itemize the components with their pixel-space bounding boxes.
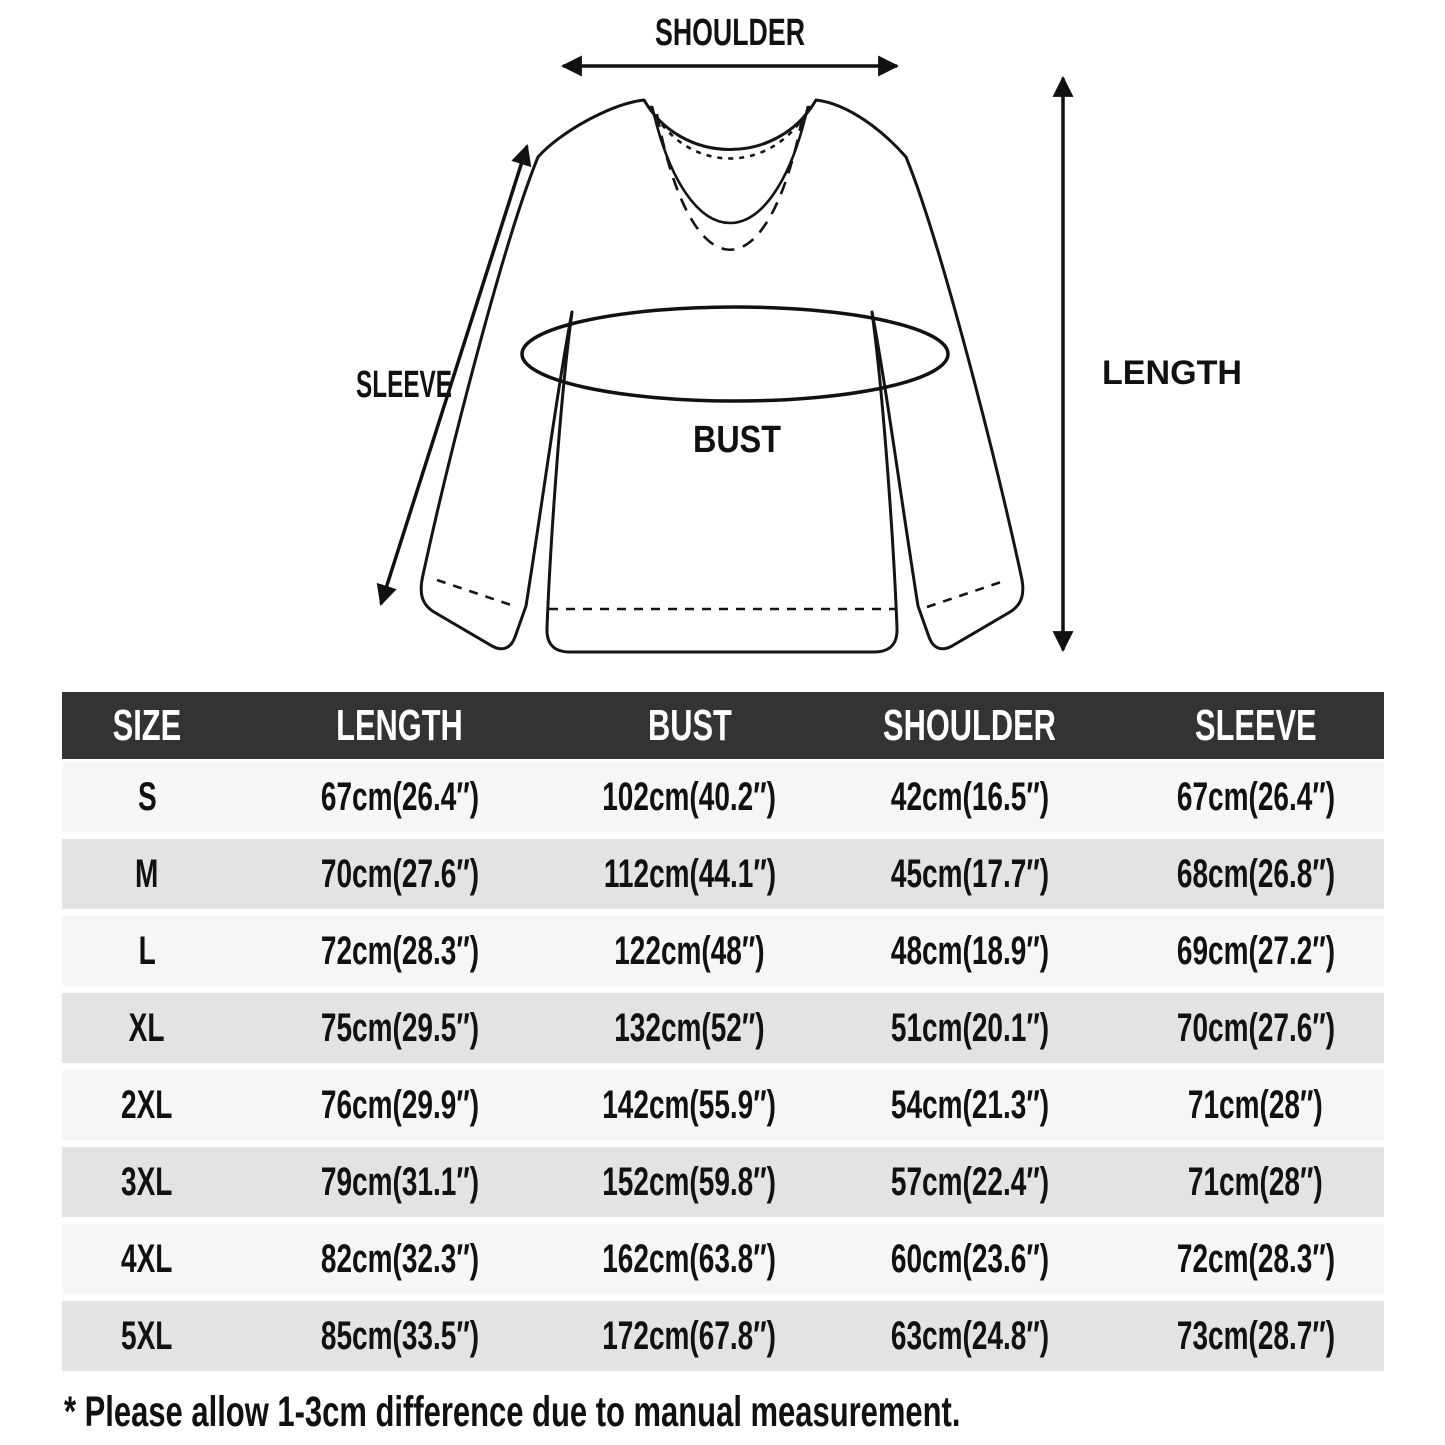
table-cell: 70cm(27.6″) [1176,1005,1335,1050]
table-cell: 60cm(23.6″) [890,1236,1049,1281]
table-cell: 112cm(44.1″) [603,851,776,896]
table-cell: 172cm(67.8″) [602,1313,777,1358]
table-cell: 67cm(26.4″) [320,774,479,819]
length-label: LENGTH [1102,354,1242,392]
table-cell: 57cm(22.4″) [890,1159,1049,1204]
table-row-m: M 70cm(27.6″) 112cm(44.1″) 45cm(17.7″) 6… [62,839,1384,916]
table-cell: 45cm(17.7″) [890,851,1049,896]
table-cell: 54cm(21.3″) [890,1082,1049,1127]
table-cell: 142cm(55.9″) [602,1082,777,1127]
table-row-4xl: 4XL 82cm(32.3″) 162cm(63.8″) 60cm(23.6″)… [62,1224,1384,1301]
table-cell: 51cm(20.1″) [890,1005,1049,1050]
table-cell: 42cm(16.5″) [890,774,1049,819]
table-cell: 122cm(48″) [614,928,765,973]
table-row-xl: XL 75cm(29.5″) 132cm(52″) 51cm(20.1″) 70… [62,993,1384,1070]
table-cell: 79cm(31.1″) [320,1159,479,1204]
table-cell: 63cm(24.8″) [890,1313,1049,1358]
table-row-s: S 67cm(26.4″) 102cm(40.2″) 42cm(16.5″) 6… [62,762,1384,839]
column-header-size: SIZE [112,700,182,750]
table-cell: 152cm(59.8″) [602,1159,777,1204]
size-cell: L [138,928,156,973]
column-header-shoulder: SHOULDER [883,700,1056,750]
table-cell: 71cm(28″) [1188,1159,1323,1204]
table-cell: 70cm(27.6″) [320,851,479,896]
table-row-l: L 72cm(28.3″) 122cm(48″) 48cm(18.9″) 69c… [62,916,1384,993]
table-cell: 48cm(18.9″) [890,928,1049,973]
shoulder-label: SHOULDER [655,12,805,54]
sleeve-label: SLEEVE [356,364,452,406]
garment-measurement-diagram: SHOULDER SLEEVE BUST LENGTH [356,12,1242,654]
column-header-bust: BUST [647,700,732,750]
table-cell: 72cm(28.3″) [320,928,479,973]
neckline-seam-dashed [655,113,805,252]
measurement-note: * Please allow 1-3cm difference due to m… [64,1388,961,1436]
size-cell: 4XL [121,1236,173,1281]
table-cell: 82cm(32.3″) [320,1236,479,1281]
size-cell: S [137,774,157,819]
table-header-row: SIZE LENGTH BUST SHOULDER SLEEVE [62,692,1384,762]
bust-label: BUST [693,419,781,461]
table-cell: 67cm(26.4″) [1176,774,1335,819]
table-cell: 76cm(29.9″) [320,1082,479,1127]
column-header-length: LENGTH [336,700,463,750]
table-cell: 85cm(33.5″) [320,1313,479,1358]
size-cell: 2XL [121,1082,173,1127]
size-cell: 3XL [121,1159,173,1204]
size-cell: XL [129,1005,165,1050]
garment-outline [419,98,1025,654]
table-cell: 102cm(40.2″) [602,774,777,819]
size-cell: M [135,851,159,896]
column-header-sleeve: SLEEVE [1194,700,1317,750]
size-cell: 5XL [121,1313,173,1358]
sleeve-arrow [376,143,532,607]
table-row-3xl: 3XL 79cm(31.1″) 152cm(59.8″) 57cm(22.4″)… [62,1147,1384,1224]
table-cell: 71cm(28″) [1188,1082,1323,1127]
table-row-5xl: 5XL 85cm(33.5″) 172cm(67.8″) 63cm(24.8″)… [62,1301,1384,1378]
table-cell: 69cm(27.2″) [1176,928,1335,973]
table-row-2xl: 2XL 76cm(29.9″) 142cm(55.9″) 54cm(21.3″)… [62,1070,1384,1147]
right-cuff-seam-dashed [926,578,1008,609]
table-cell: 132cm(52″) [614,1005,765,1050]
table-cell: 75cm(29.5″) [320,1005,479,1050]
neckband-stitch-dashed [648,105,812,160]
table-cell: 73cm(28.7″) [1176,1313,1335,1358]
table-cell: 162cm(63.8″) [602,1236,777,1281]
table-cell: 68cm(26.8″) [1176,851,1335,896]
size-table: SIZE LENGTH BUST SHOULDER SLEEVE S 67cm(… [62,692,1384,1378]
table-cell: 72cm(28.3″) [1176,1236,1335,1281]
